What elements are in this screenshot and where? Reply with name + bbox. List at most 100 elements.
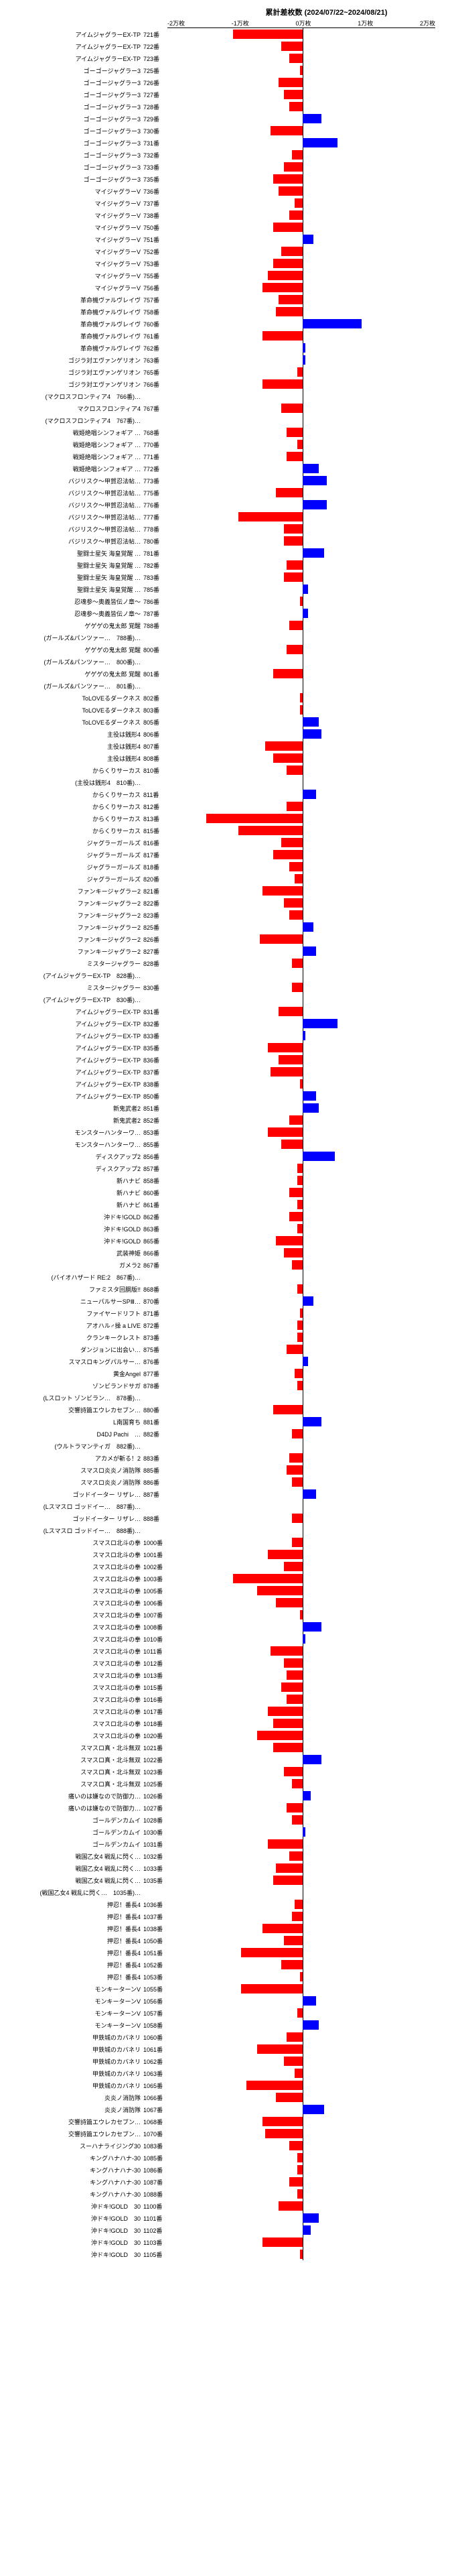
bar <box>289 210 303 220</box>
bar <box>287 1803 303 1813</box>
bar <box>262 2237 303 2247</box>
bar <box>297 2008 303 2018</box>
row-number: 1005番 <box>142 1587 169 1595</box>
bar-area <box>169 2091 437 2103</box>
row-number: 752番 <box>142 247 169 256</box>
bar-area <box>169 1138 437 1150</box>
row-number: 755番 <box>142 271 169 280</box>
data-row: (主役は銭形4 810番)… <box>7 776 445 788</box>
row-number: 870番 <box>142 1297 169 1306</box>
row-label: (マクロスフロンティア4 767番)… <box>7 416 142 425</box>
axis-tick: -1万枚 <box>232 19 249 27</box>
bar-area <box>169 88 437 101</box>
bar-area <box>169 2115 437 2128</box>
row-number: 857番 <box>142 1164 169 1173</box>
row-number: 1028番 <box>142 1816 169 1825</box>
row-label: 交響詩篇エウレカセブン… <box>7 2130 142 2138</box>
data-row: 革命機ヴァルヴレイヴ760番 <box>7 318 445 330</box>
axis-tick: 2万枚 <box>420 19 435 27</box>
row-label: キングハナハナ-30 <box>7 2154 142 2162</box>
data-row: (ガールズ&パンツァー… 801番)… <box>7 680 445 692</box>
row-label: 忍魂参～奥義皆伝ノ章～ <box>7 597 142 606</box>
bar-area <box>169 559 437 571</box>
bar-area <box>169 849 437 861</box>
row-number: 727番 <box>142 90 169 99</box>
row-label: 押忍！番長4 <box>7 1912 142 1921</box>
row-number: 850番 <box>142 1092 169 1101</box>
data-row: アイムジャグラーEX-TP831番 <box>7 1005 445 1018</box>
data-row: ゴジラ対エヴァンゲリオン763番 <box>7 354 445 366</box>
row-label: スマスロ真・北斗無双 <box>7 1743 142 1752</box>
bar-area <box>169 1573 437 1585</box>
bar-area <box>169 1476 437 1488</box>
bar <box>297 1224 303 1233</box>
bar-area <box>169 752 437 764</box>
bar <box>273 1719 303 1728</box>
row-number: 1008番 <box>142 1623 169 1632</box>
data-row: バジリスク～甲賀忍法帖…775番 <box>7 487 445 499</box>
row-number: 808番 <box>142 754 169 763</box>
row-label: (マクロスフロンティア4 766番)… <box>7 392 142 401</box>
row-label: 甲鉄城のカバネリ <box>7 2057 142 2066</box>
data-row: 新鬼武者2851番 <box>7 1102 445 1114</box>
data-row: ディスクアップ2856番 <box>7 1150 445 1162</box>
row-number: 853番 <box>142 1128 169 1137</box>
row-label: マイジャグラーV <box>7 235 142 244</box>
bar-area <box>169 487 437 499</box>
row-number: 732番 <box>142 151 169 160</box>
bar-area <box>169 1331 437 1343</box>
bar-area <box>169 161 437 173</box>
bar <box>289 862 303 871</box>
bar <box>303 2105 324 2114</box>
row-number: 822番 <box>142 899 169 908</box>
bar <box>284 536 303 546</box>
bar <box>273 753 303 763</box>
row-label: アイムジャグラーEX-TP <box>7 1056 142 1064</box>
bar-area <box>169 1935 437 1947</box>
row-label: アオハル♂操 a LIVE <box>7 1321 142 1330</box>
row-label: スマスロキングパルサー… <box>7 1357 142 1366</box>
bar <box>289 2141 303 2150</box>
row-label: 押忍！番長4 <box>7 1937 142 1945</box>
bar-area <box>169 269 437 282</box>
row-label: マイジャグラーV <box>7 284 142 292</box>
bar <box>268 1839 303 1849</box>
bar <box>297 2189 303 2199</box>
row-label: ニューパルサーSPⅢ… <box>7 1297 142 1306</box>
bar <box>281 404 303 413</box>
row-number: 766番 <box>142 380 169 389</box>
bar-area <box>169 1404 437 1416</box>
bar-area <box>169 1633 437 1645</box>
data-row: 革命機ヴァルヴレイヴ761番 <box>7 330 445 342</box>
row-label: 主役は銭形4 <box>7 742 142 751</box>
row-label: (バイオハザード RE:2 867番)… <box>7 1273 142 1282</box>
bar <box>303 946 316 956</box>
bar <box>297 1284 303 1294</box>
row-label: 戦姫絶唱シンフォギア … <box>7 440 142 449</box>
bar-area <box>169 1609 437 1621</box>
data-row: マイジャグラーV755番 <box>7 269 445 282</box>
bar-area <box>169 969 437 981</box>
bar <box>303 2225 311 2235</box>
bar-area <box>169 499 437 511</box>
data-row: ToLOVEるダークネス805番 <box>7 716 445 728</box>
row-label: 武装神姫 <box>7 1249 142 1258</box>
data-row: からくりサーカス812番 <box>7 800 445 812</box>
data-row: スマスロ炎炎ノ消防隊886番 <box>7 1476 445 1488</box>
data-row: 交響詩篇エウレカセブン…1068番 <box>7 2115 445 2128</box>
row-label: ゴーゴージャグラー3 <box>7 90 142 99</box>
bar-area <box>169 1343 437 1355</box>
bar <box>284 162 303 172</box>
row-label: 新鬼武者2 <box>7 1104 142 1113</box>
bar <box>303 1091 316 1101</box>
row-number: 801番 <box>142 670 169 678</box>
row-number: 782番 <box>142 561 169 570</box>
bar <box>297 1200 303 1209</box>
bar <box>303 1417 321 1426</box>
x-axis-labels: -2万枚 -1万枚 0万枚 1万枚 2万枚 <box>167 19 435 28</box>
row-label: 革命機ヴァルヴレイヴ <box>7 296 142 304</box>
bar <box>292 1260 303 1270</box>
data-row: 沖ドキ!GOLD863番 <box>7 1223 445 1235</box>
row-number: 1060番 <box>142 2033 169 2042</box>
row-number: 888番 <box>142 1514 169 1523</box>
